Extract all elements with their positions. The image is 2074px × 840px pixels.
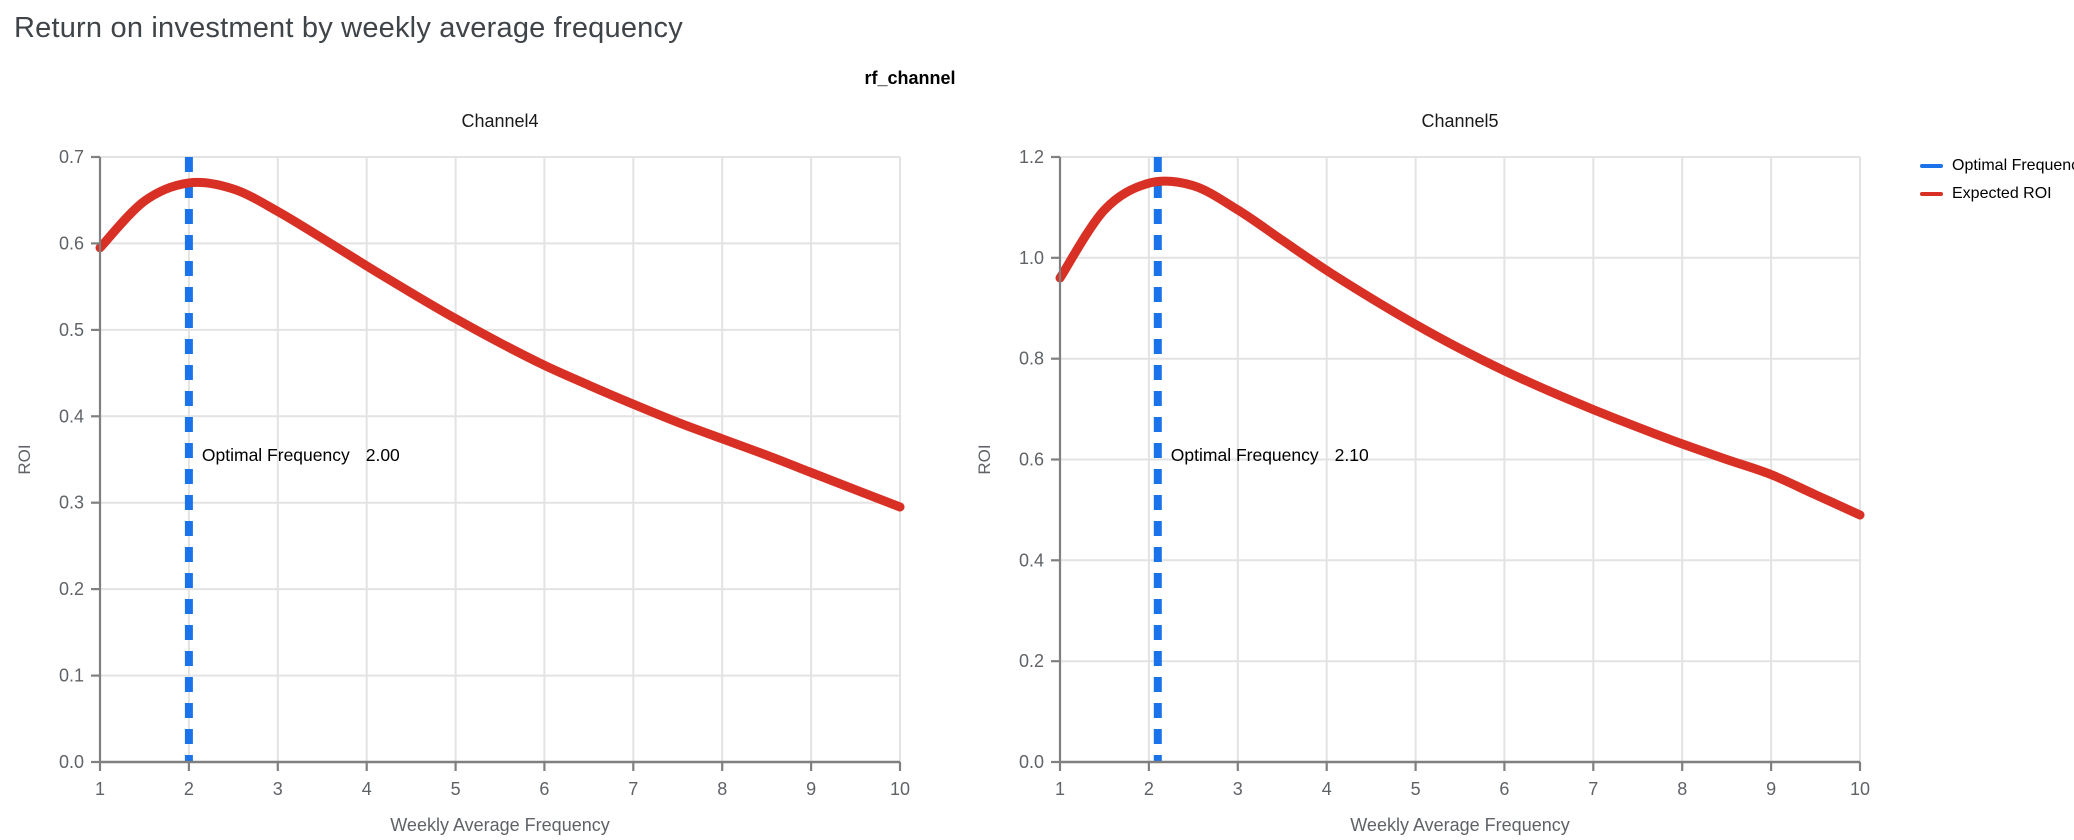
x-axis-title: Weekly Average Frequency: [1350, 815, 1569, 835]
x-tick-label: 7: [628, 779, 638, 799]
legend-item-expected-roi: Expected ROI: [1920, 185, 2074, 203]
channel4-chart-svg: Channel4 0.0 0.1 0.2 0.3 0.4 0.5 0.6 0.7 1 2 3 4 5 6 7 8…: [15, 111, 910, 835]
chart-title: Channel5: [1421, 111, 1498, 131]
channel5-chart-svg: Channel5 0.0 0.2 0.4 0.6 0.8 1.0 1.2 1 2 3 4 5 6 7 8 9 10…: [975, 111, 1870, 835]
y-tick-label: 0.5: [59, 320, 84, 340]
y-tick-label: 0.7: [59, 147, 84, 167]
y-tick-label: 0.6: [1019, 450, 1044, 470]
x-tick-label: 4: [362, 779, 372, 799]
y-tick-label: 0.2: [59, 579, 84, 599]
x-tick-label: 9: [1766, 779, 1776, 799]
x-axis-title: Weekly Average Frequency: [390, 815, 609, 835]
optimal-frequency-swatch: [1920, 164, 1943, 168]
x-tick-label: 10: [890, 779, 910, 799]
legend-label-expected-roi: Expected ROI: [1952, 185, 2052, 202]
legend-label-optimal-frequency: Optimal Frequency: [1952, 157, 2074, 174]
expected-roi-curve: [95, 177, 905, 512]
chart-channel4: Channel4 0.0 0.1 0.2 0.3 0.4 0.5 0.6 0.7 1 2 3 4 5 6 7 8…: [0, 101, 960, 840]
y-tick-label: 0.8: [1019, 349, 1044, 369]
y-tick-label: 0.3: [59, 493, 84, 513]
y-tick-label: 0.2: [1019, 651, 1044, 671]
x-tick-label: 2: [1144, 779, 1154, 799]
x-tick-label: 5: [451, 779, 461, 799]
x-tick-label: 4: [1322, 779, 1332, 799]
y-tick-label: 0.0: [1019, 752, 1044, 772]
x-tick-label: 2: [184, 779, 194, 799]
y-axis-title: ROI: [15, 444, 34, 474]
y-tick-label: 0.1: [59, 666, 84, 686]
optimal-frequency-annotation: Optimal Frequency 2.00: [202, 445, 400, 465]
chart-channel5: Channel5 0.0 0.2 0.4 0.6 0.8 1.0 1.2 1 2 3 4 5 6 7 8 9 10…: [960, 101, 1920, 840]
y-tick-label: 0.4: [1019, 550, 1044, 570]
x-tick-label: 7: [1588, 779, 1598, 799]
x-tick-label: 5: [1411, 779, 1421, 799]
y-tick-label: 0.6: [59, 233, 84, 253]
x-tick-label: 1: [95, 779, 105, 799]
x-tick-label: 6: [1499, 779, 1509, 799]
expected-roi-curve: [1055, 176, 1865, 520]
x-tick-label: 9: [806, 779, 816, 799]
y-tick-label: 1.2: [1019, 147, 1044, 167]
x-tick-label: 8: [717, 779, 727, 799]
y-tick-label: 0.0: [59, 752, 84, 772]
x-tick-label: 6: [539, 779, 549, 799]
chart-title: Channel4: [461, 111, 538, 131]
y-axis-title: ROI: [975, 444, 994, 474]
legend-item-optimal-frequency: Optimal Frequency: [1920, 157, 2074, 175]
y-tick-label: 1.0: [1019, 248, 1044, 268]
facet-title: rf_channel: [864, 68, 956, 88]
x-tick-label: 3: [273, 779, 283, 799]
x-tick-label: 3: [1233, 779, 1243, 799]
optimal-frequency-annotation: Optimal Frequency 2.10: [1171, 445, 1369, 465]
expected-roi-swatch: [1920, 192, 1943, 196]
x-tick-label: 10: [1850, 779, 1870, 799]
legend: Optimal Frequency Expected ROI: [1920, 157, 2074, 203]
y-tick-label: 0.4: [59, 406, 84, 426]
x-tick-label: 1: [1055, 779, 1065, 799]
charts-row: Channel4 0.0 0.1 0.2 0.3 0.4 0.5 0.6 0.7 1 2 3 4 5 6 7 8…: [0, 101, 2074, 840]
x-tick-label: 8: [1677, 779, 1687, 799]
page-title: Return on investment by weekly average f…: [14, 12, 683, 44]
